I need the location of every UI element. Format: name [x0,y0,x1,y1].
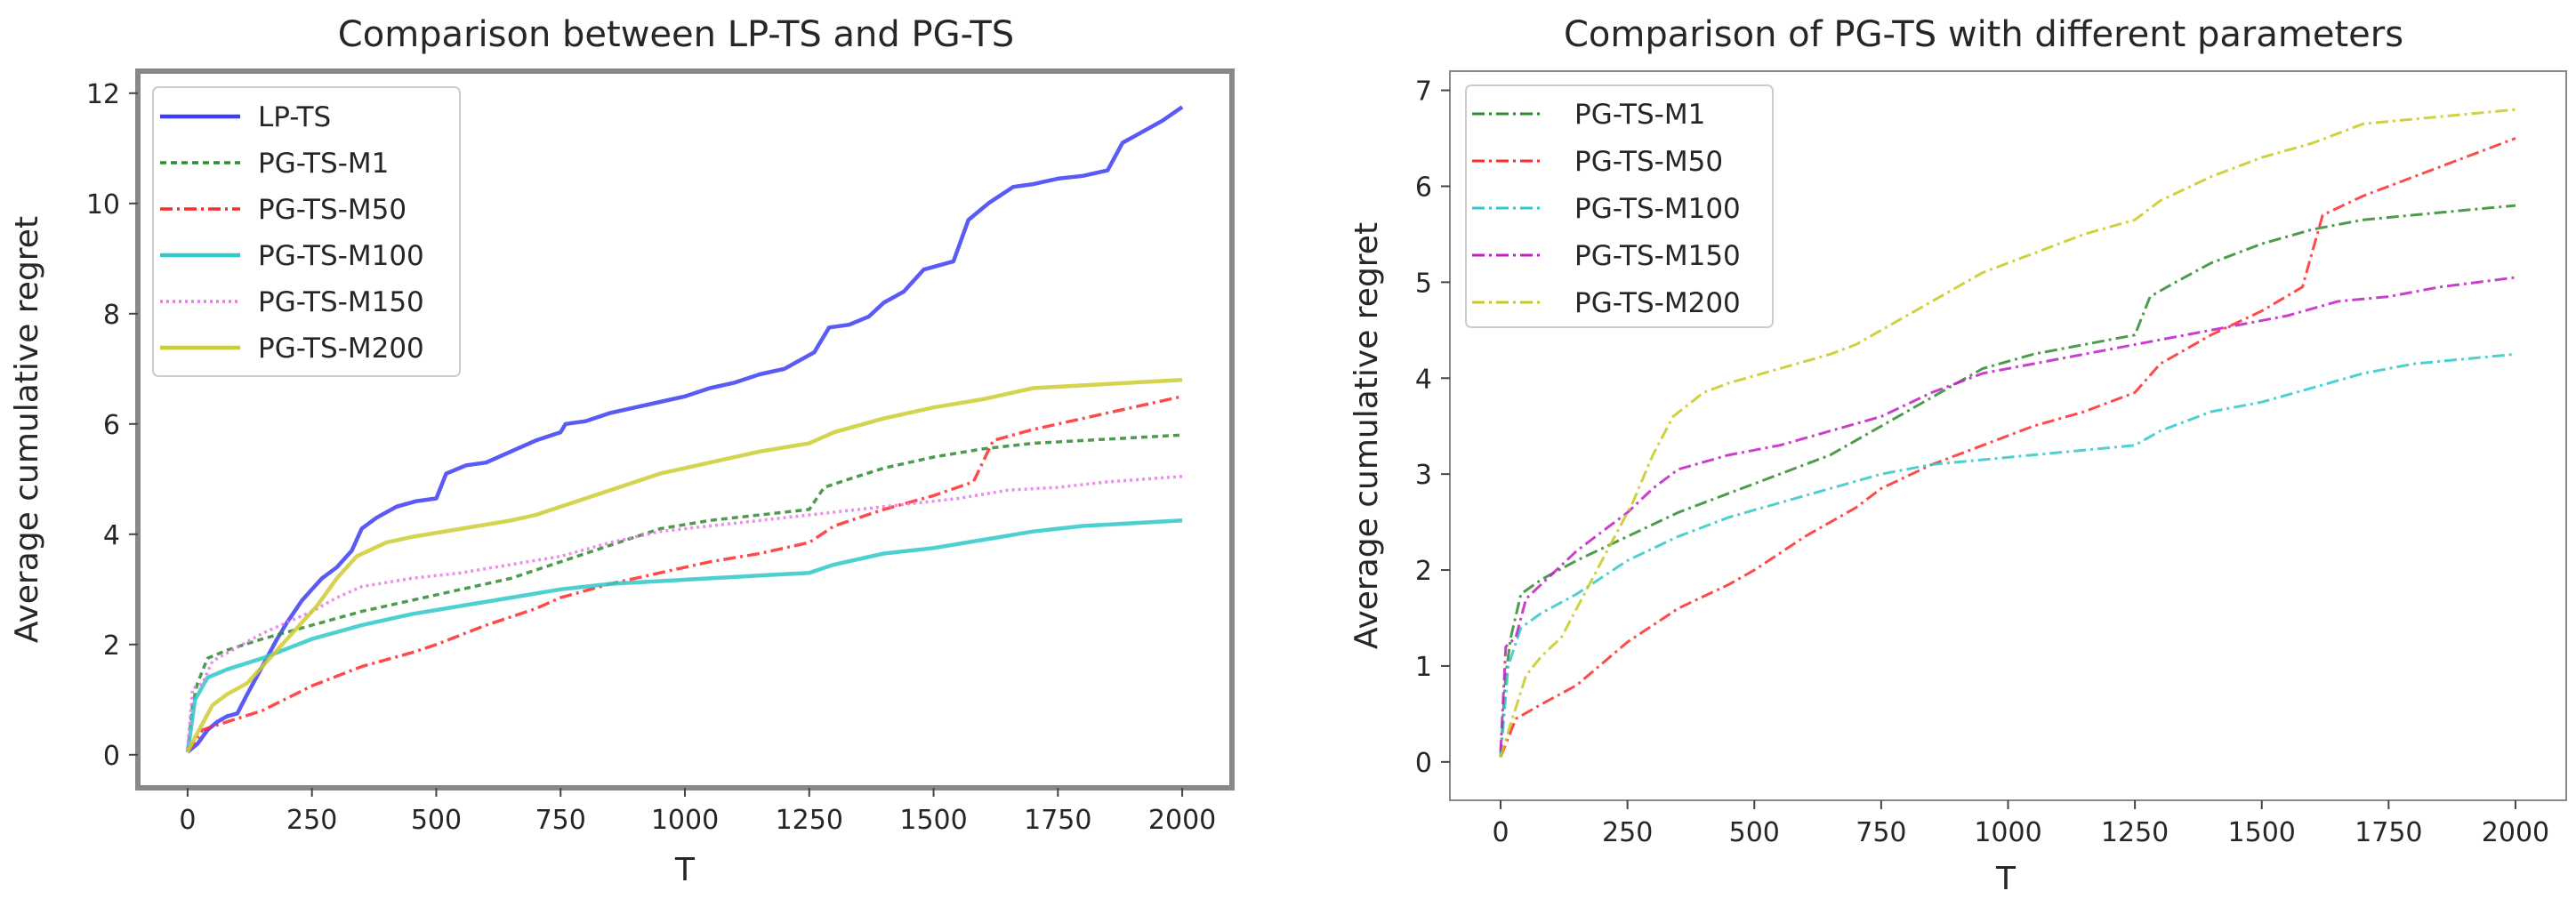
x-tick-label: 1000 [651,805,719,836]
legend-label-pg-ts-m150: PG-TS-M150 [258,286,424,318]
x-tick-label: 2000 [1148,805,1216,836]
series-line-pg-ts-m50 [1499,137,2516,758]
legend-label-lp-ts: LP-TS [258,101,331,133]
legend-label-pg-ts-m200: PG-TS-M200 [258,333,424,365]
x-tick-label: 1750 [1024,805,1091,836]
legend: PG-TS-M1 PG-TS-M50 PG-TS-M100 PG-TS-M150 PG-… [1465,84,1774,328]
y-tick-label: 0 [1415,748,1432,779]
x-tick-label: 250 [1602,817,1653,848]
x-tick-label: 1750 [2355,817,2422,848]
legend-label-pg-ts-m200: PG-TS-M200 [1574,287,1741,319]
series-line-pg-ts-m50 [186,395,1183,753]
series-line-pg-ts-m100 [185,518,1183,753]
y-tick-label: 8 [103,300,120,331]
legend: LP-TS PG-TS-M1 PG-TS-M50 PG-TS-M100 PG-TS-M1… [152,86,461,377]
legend-label-pg-ts-m50: PG-TS-M50 [1574,146,1723,178]
y-tick-label: 6 [103,410,120,441]
chart-pg-ts-parameters: Comparison of PG-TS with different param… [1348,14,2567,897]
x-tick-label: 750 [535,805,586,836]
series-line-pg-ts-m1 [186,433,1183,752]
series-line-pg-ts-m100 [1499,352,2516,758]
y-axis-label: Average cumulative regret [9,216,45,643]
y-tick-label: 7 [1415,76,1432,108]
y-tick-label: 10 [86,189,120,221]
x-axis-label: T [674,852,696,888]
series-line-pg-ts-m200 [185,377,1183,753]
x-tick-label: 1500 [2228,817,2296,848]
x-tick-label: 1250 [776,805,843,836]
legend-label-pg-ts-m100: PG-TS-M100 [258,240,424,272]
x-tick-label: 1250 [2101,817,2169,848]
legend-label-pg-ts-m150: PG-TS-M150 [1574,240,1741,272]
x-tick-label: 0 [179,805,196,836]
legend-label-pg-ts-m1: PG-TS-M1 [258,148,389,180]
x-tick-label: 2000 [2482,817,2549,848]
y-tick-label: 4 [103,520,120,551]
y-tick-label: 2 [1415,556,1432,587]
series-line-pg-ts-m150 [1499,276,2516,753]
y-tick-label: 1 [1415,652,1432,683]
series-line-pg-ts-m200 [1499,108,2516,758]
y-axis-label: Average cumulative regret [1348,222,1385,649]
legend-label-pg-ts-m50: PG-TS-M50 [258,194,407,226]
legend-box [152,86,461,377]
x-axis-label: T [1995,861,2017,897]
x-tick-label: 750 [1856,817,1906,848]
x-tick-label: 1000 [1974,817,2041,848]
chart-title: Comparison between LP-TS and PG-TS [338,14,1014,55]
y-tick-label: 2 [103,630,120,662]
y-tick-label: 0 [103,741,120,772]
y-tick-label: 12 [86,79,120,110]
legend-label-pg-ts-m100: PG-TS-M100 [1574,193,1741,225]
x-tick-label: 500 [1729,817,1780,848]
x-tick-label: 1500 [899,805,967,836]
chart-lp-ts-vs-pg-ts: Comparison between LP-TS and PG-TS 0 250 5… [9,14,1235,888]
series-line-lp-ts [186,105,1184,754]
y-tick-label: 6 [1415,172,1432,203]
x-tick-label: 500 [411,805,462,836]
x-tick-label: 0 [1492,817,1509,848]
y-tick-label: 3 [1415,460,1432,491]
legend-label-pg-ts-m1: PG-TS-M1 [1574,99,1705,131]
y-tick-label: 5 [1415,268,1432,299]
legend-box [1465,84,1774,328]
y-tick-label: 4 [1415,364,1432,395]
x-tick-label: 250 [286,805,337,836]
chart-title: Comparison of PG-TS with different param… [1564,14,2403,55]
